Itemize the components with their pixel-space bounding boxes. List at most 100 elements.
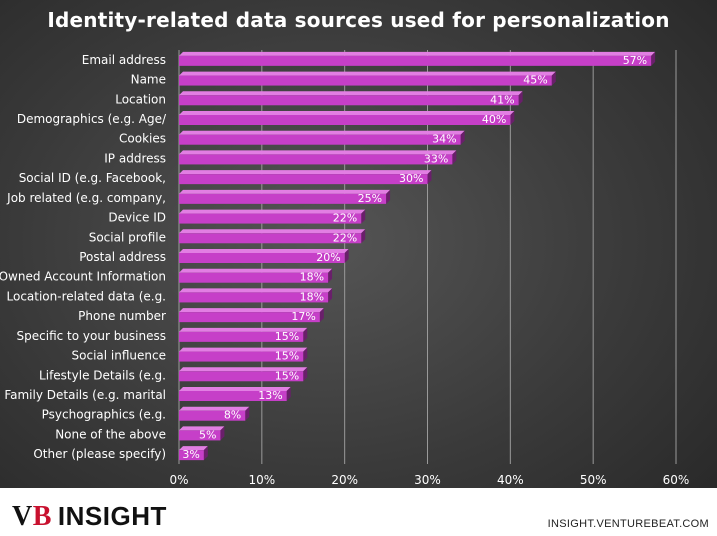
bar-side [303, 367, 308, 382]
bar-side [427, 170, 432, 185]
bar-side [203, 446, 208, 461]
bar-side [651, 51, 656, 66]
bar [179, 55, 652, 66]
data-label: 13% [258, 389, 282, 402]
bar [179, 410, 246, 421]
category-label: Postal address [79, 250, 166, 264]
bar-top [179, 347, 308, 352]
category-label: Device ID [108, 211, 166, 225]
bar-top [179, 249, 349, 253]
bar-top [179, 130, 465, 135]
bar-side [510, 111, 515, 125]
vb-logo-mark: VB [12, 501, 52, 532]
category-label: None of the above [55, 427, 166, 441]
bar-top [179, 91, 523, 96]
category-label: Name [131, 73, 166, 87]
bar-side [220, 426, 225, 441]
category-label: IP address [104, 151, 166, 165]
chart-title: Identity-related data sources used for p… [47, 8, 670, 32]
category-label: Cookies [119, 132, 166, 146]
category-label: Social influence [72, 349, 166, 363]
category-label: Email address [82, 53, 166, 67]
bar-top [179, 71, 556, 76]
data-label: 17% [291, 310, 315, 323]
bar-top [179, 387, 291, 391]
bar-top [179, 111, 515, 115]
data-label: 20% [316, 251, 340, 264]
category-label: Owned Account Information [0, 270, 166, 284]
bar-side [551, 71, 556, 86]
bar [179, 213, 362, 224]
bar-side [319, 308, 324, 323]
bar-top [179, 367, 308, 372]
bar-top [179, 189, 391, 194]
bar [179, 75, 552, 86]
data-label: 33% [424, 152, 448, 165]
bar-top [179, 229, 366, 234]
x-tick-label: 20% [331, 473, 358, 487]
bar [179, 95, 519, 106]
x-tick-label: 30% [414, 473, 441, 487]
data-label: 30% [399, 172, 423, 185]
logo-letter-b: B [32, 501, 52, 532]
data-label: 8% [224, 409, 241, 422]
bar-top [179, 268, 333, 273]
bar [179, 174, 428, 185]
bar-top [179, 170, 432, 175]
category-label: Job related (e.g. company, [6, 191, 166, 205]
bar-top [179, 51, 656, 56]
bar-side [303, 327, 308, 342]
bar-side [286, 387, 291, 401]
bar-side [361, 209, 366, 224]
logo-insight-text: INSIGHT [57, 501, 167, 531]
category-label: Family Details (e.g. marital [4, 388, 166, 402]
x-tick-label: 0% [169, 473, 188, 487]
data-label: 3% [182, 448, 199, 461]
data-label: 15% [275, 330, 299, 343]
bar-side [386, 189, 391, 204]
bar-side [328, 268, 333, 283]
bar-top [179, 288, 333, 293]
bar-side [344, 249, 349, 263]
bar [179, 253, 345, 263]
bar-top [179, 308, 324, 313]
bar-side [303, 347, 308, 362]
data-label: 18% [300, 290, 324, 303]
bar-side [361, 229, 366, 244]
bar-chart: 0% 10% 20% 30% 40% 50% 60% Email address 57% Name… [0, 50, 690, 487]
x-tick-label: 50% [580, 473, 607, 487]
data-label: 34% [432, 133, 456, 146]
footer: VB INSIGHT INSIGHT.VENTUREBEAT.COM [0, 488, 717, 536]
bar-top [179, 446, 208, 451]
data-label: 22% [333, 231, 357, 244]
data-label: 57% [623, 54, 647, 67]
category-label: Social profile [89, 230, 166, 244]
bar-top [179, 406, 250, 411]
category-label: Location [115, 92, 166, 106]
bar [179, 292, 329, 303]
bar [179, 272, 329, 283]
x-tick-label: 60% [663, 473, 690, 487]
bar [179, 371, 304, 382]
bar [179, 430, 221, 441]
category-label: Specific to your business [17, 329, 166, 343]
data-label: 5% [199, 428, 216, 441]
data-label: 18% [300, 271, 324, 284]
bar-side [460, 130, 465, 145]
category-label: Demographics (e.g. Age/ [17, 112, 167, 126]
logo-letter-v: V [12, 501, 33, 532]
data-label: 22% [333, 212, 357, 225]
bar [179, 450, 204, 461]
bar-top [179, 209, 366, 214]
category-label: Social ID (e.g. Facebook, [19, 171, 166, 185]
x-tick-label: 10% [248, 473, 275, 487]
venturebeat-insight-logo: VB INSIGHT [12, 501, 167, 533]
bar [179, 154, 453, 165]
data-label: 41% [490, 93, 514, 106]
bar [179, 351, 304, 362]
bar-top [179, 426, 225, 431]
bar-side [328, 288, 333, 303]
bar [179, 312, 320, 323]
bar [179, 331, 304, 342]
